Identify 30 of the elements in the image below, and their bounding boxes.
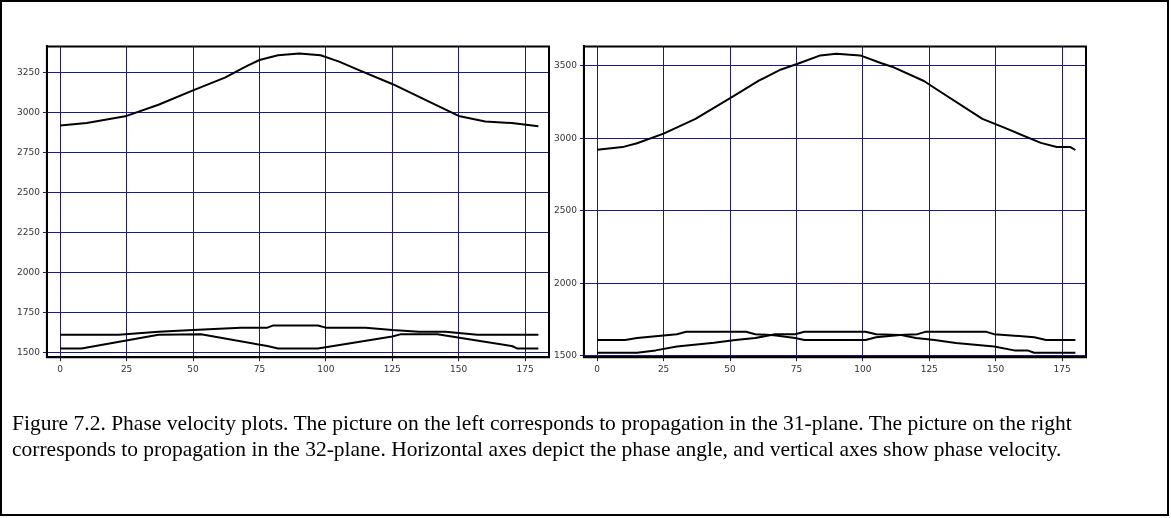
y-tick-label: 2500 (17, 186, 41, 197)
x-tick-label: 125 (383, 363, 401, 374)
x-tick-label: 175 (1053, 363, 1071, 374)
y-tick-label: 2000 (17, 266, 41, 277)
y-tick-label: 3250 (17, 67, 41, 78)
x-tick-label: 100 (854, 363, 872, 374)
x-tick-label: 50 (187, 363, 200, 374)
y-tick-label: 2000 (554, 277, 578, 288)
x-tick-label: 0 (57, 363, 64, 374)
y-tick-label: 1750 (17, 306, 41, 317)
caption: Figure 7.2. Phase velocity plots. The picture on the left corresponds to propagation in the 31-plane. The picture on the right corresponds to propagation in the 32-plane. Horizontal axes depict the phase angle, and vertical axes show phase velocity. (12, 410, 1073, 462)
y-tick-label: 3500 (554, 60, 578, 71)
y-tick-label: 1500 (554, 350, 578, 361)
x-tick-label: 75 (790, 363, 803, 374)
x-tick-label: 150 (450, 363, 468, 374)
x-tick-label: 75 (253, 363, 266, 374)
x-tick-label: 125 (920, 363, 938, 374)
y-tick-label: 3000 (17, 107, 41, 118)
x-tick-label: 50 (724, 363, 737, 374)
y-tick-label: 2750 (17, 147, 41, 158)
y-tick-label: 1500 (17, 346, 41, 357)
x-tick-label: 25 (120, 363, 133, 374)
y-tick-label: 2500 (554, 205, 578, 216)
x-tick-label: 0 (594, 363, 601, 374)
x-tick-label: 150 (987, 363, 1005, 374)
x-tick-label: 100 (317, 363, 335, 374)
y-tick-label: 2250 (17, 226, 41, 237)
x-tick-label: 25 (657, 363, 670, 374)
y-tick-label: 3000 (554, 132, 578, 143)
x-tick-label: 175 (516, 363, 534, 374)
